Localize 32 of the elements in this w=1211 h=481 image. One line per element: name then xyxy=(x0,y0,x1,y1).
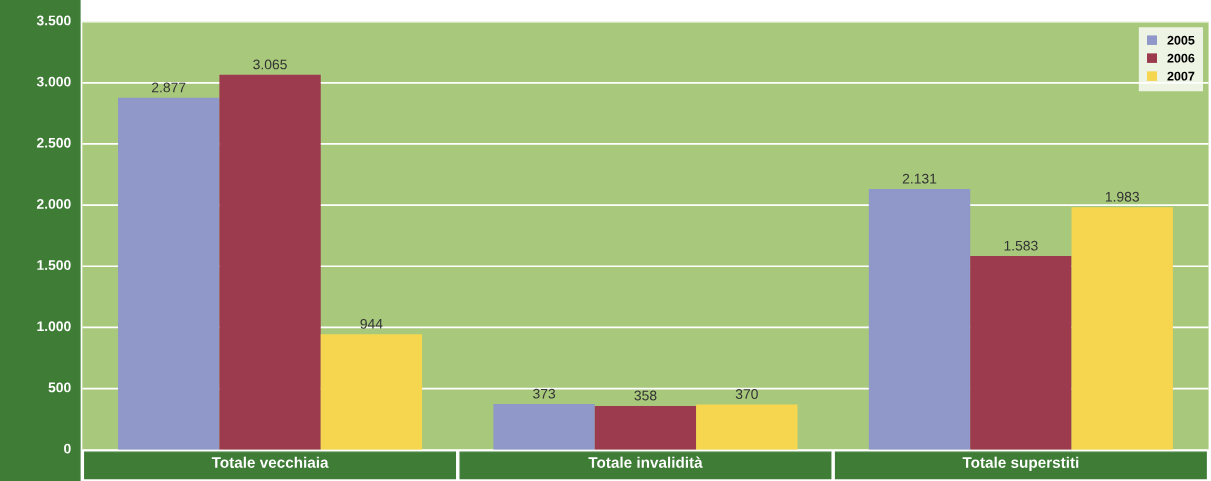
bar xyxy=(118,97,220,450)
legend-label: 2005 xyxy=(1167,35,1195,45)
data-label: 373 xyxy=(533,388,556,399)
bar xyxy=(970,256,1072,450)
bar xyxy=(1071,207,1173,450)
x-tick-label: Totale invalidità xyxy=(588,456,703,468)
bar xyxy=(868,189,971,450)
bar xyxy=(594,405,697,450)
legend-label: 2007 xyxy=(1167,71,1195,81)
y-tick-label: 3.500 xyxy=(36,15,71,26)
bar xyxy=(493,404,595,450)
data-label: 3.065 xyxy=(253,59,287,70)
data-label: 358 xyxy=(634,390,657,401)
x-tick-label: Totale vecchiaia xyxy=(211,456,329,468)
bar xyxy=(320,334,423,450)
data-label: 2.877 xyxy=(152,82,186,93)
y-tick-label: 2.500 xyxy=(36,137,71,148)
y-tick-label: 1.000 xyxy=(37,321,71,332)
bar xyxy=(696,404,798,450)
y-tick-label: 1.500 xyxy=(37,260,71,270)
data-label: 1.983 xyxy=(1105,191,1139,202)
x-tick-label: Totale superstiti xyxy=(962,456,1079,471)
y-tick-label: 500 xyxy=(48,382,71,393)
data-label: 2.131 xyxy=(902,173,937,184)
data-label: 370 xyxy=(735,389,758,399)
data-label: 944 xyxy=(360,318,383,329)
y-tick-label: 0 xyxy=(64,443,71,454)
y-tick-label: 3.000 xyxy=(36,76,71,87)
bar xyxy=(219,74,321,450)
legend-label: 2006 xyxy=(1167,53,1195,63)
y-tick-label: 2.000 xyxy=(36,199,71,209)
data-label: 1.583 xyxy=(1004,240,1038,251)
